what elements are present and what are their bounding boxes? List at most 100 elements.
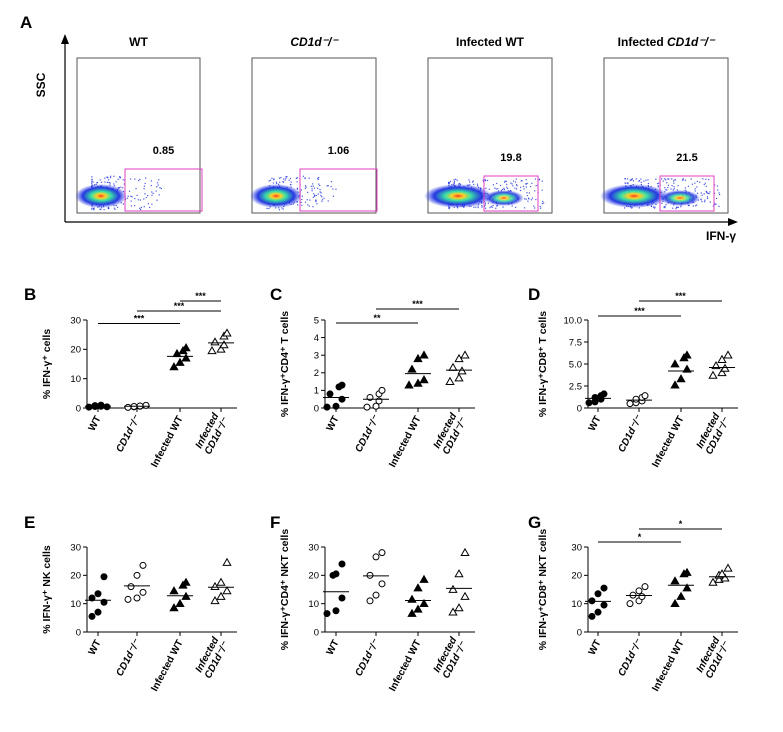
open-circle-marker	[372, 402, 380, 410]
significance-label: ***	[195, 291, 206, 301]
filled-circle-marker	[588, 612, 596, 620]
y-axis-label: % IFN-γ⁺CD8⁺ NKT cells	[537, 529, 549, 651]
y-tick-label: 30	[308, 542, 319, 553]
filled-triangle-marker	[413, 604, 423, 613]
open-circle-marker	[626, 600, 634, 608]
filled-circle-marker	[600, 601, 608, 609]
filled-circle-marker	[594, 590, 602, 598]
y-tick-label: 0	[577, 627, 582, 638]
flow-gate	[299, 168, 378, 212]
category-label: InfectedCD1d⁻/⁻	[193, 410, 232, 457]
flow-plot-1: WT 0.85	[75, 35, 203, 214]
filled-triangle-marker	[175, 598, 185, 608]
filled-triangle-marker	[407, 608, 417, 617]
filled-circle-marker	[594, 608, 602, 616]
open-triangle-marker	[723, 563, 733, 572]
flow-plot-title: CD1d⁻/⁻	[290, 35, 339, 49]
category-label: Infected WT	[149, 414, 185, 469]
category-label: WT	[325, 638, 342, 657]
filled-triangle-marker	[419, 375, 429, 384]
filled-triangle-marker	[169, 603, 179, 612]
filled-circle-marker	[338, 381, 346, 389]
filled-circle-marker	[326, 390, 334, 398]
open-triangle-marker	[717, 354, 727, 363]
category-label-text: CD1d⁻/⁻	[114, 637, 143, 679]
filled-triangle-marker	[682, 583, 692, 592]
filled-circle-marker	[585, 399, 593, 407]
open-circle-marker	[133, 594, 141, 602]
panel-letter: C	[270, 285, 282, 304]
significance-label: ***	[675, 291, 686, 301]
y-tick-label: 0	[577, 403, 582, 414]
y-axis-label: % IFN-γ⁺CD4⁺ T cells	[279, 311, 291, 417]
filled-triangle-marker	[670, 359, 680, 368]
category-label: WT	[87, 414, 104, 433]
filled-circle-marker	[97, 401, 105, 409]
open-circle-marker	[626, 400, 634, 408]
filled-circle-marker	[332, 570, 340, 578]
open-triangle-marker	[708, 577, 718, 586]
open-triangle-marker	[460, 547, 470, 557]
category-label-text: Infected WT	[650, 414, 686, 469]
flow-plot-title-text: WT	[129, 35, 148, 49]
category-label: CD1d⁻/⁻	[616, 637, 645, 679]
filled-triangle-marker	[682, 350, 692, 359]
open-triangle-marker	[216, 344, 226, 353]
open-triangle-marker	[711, 360, 721, 370]
category-label-text: WT	[587, 638, 604, 657]
filled-triangle-marker	[670, 598, 680, 608]
filled-triangle-marker	[169, 586, 179, 595]
category-label: WT	[87, 638, 104, 657]
category-label: Infected WT	[650, 638, 686, 693]
significance-label: *	[679, 519, 683, 529]
panel-a-flow-plots: A SSC IFN-γ WT 0.85 CD1d⁻/⁻ 1.06 Infected WT…	[20, 13, 738, 243]
panel-a-y-arrow-icon	[61, 34, 69, 44]
flow-plot-title: Infected WT	[456, 35, 525, 49]
filled-circle-marker	[600, 390, 608, 398]
category-label: WT	[325, 414, 342, 433]
category-label-text: WT	[325, 638, 342, 657]
y-tick-label: 20	[70, 571, 81, 582]
filled-circle-marker	[323, 403, 331, 411]
open-circle-marker	[378, 386, 386, 394]
y-tick-label: 10	[571, 599, 582, 610]
significance-label: *	[638, 532, 642, 542]
category-label: CD1d⁻/⁻	[114, 637, 143, 679]
open-triangle-marker	[445, 376, 455, 385]
filled-triangle-marker	[181, 353, 191, 362]
filled-circle-marker	[332, 402, 340, 410]
open-circle-marker	[372, 553, 380, 561]
filled-triangle-marker	[419, 574, 429, 583]
panel-letter: G	[528, 513, 541, 532]
y-tick-label: 2.5	[569, 381, 582, 392]
filled-triangle-marker	[181, 343, 191, 352]
panel-a-x-label: IFN-γ	[706, 229, 736, 243]
flow-plot-3: Infected WT 19.8	[424, 35, 553, 214]
open-triangle-marker	[207, 345, 217, 355]
category-label-text: Infected WT	[149, 638, 185, 693]
panel-letter: F	[270, 513, 280, 532]
significance-label: ***	[412, 299, 423, 309]
filled-circle-marker	[600, 584, 608, 592]
category-label: CD1d⁻/⁻	[114, 413, 143, 455]
y-tick-label: 5.0	[569, 359, 582, 370]
open-circle-marker	[142, 401, 150, 409]
filled-circle-marker	[103, 403, 111, 411]
open-circle-marker	[638, 593, 646, 601]
category-label: WT	[587, 638, 604, 657]
y-tick-label: 0	[76, 627, 81, 638]
category-label: Infected WT	[650, 414, 686, 469]
open-triangle-marker	[460, 591, 470, 600]
filled-circle-marker	[88, 594, 96, 602]
y-tick-label: 2	[314, 368, 319, 379]
y-tick-label: 10	[70, 599, 81, 610]
y-axis-label: % IFN-γ⁺CD4⁺ NKT cells	[279, 529, 291, 651]
open-triangle-marker	[216, 591, 226, 600]
open-circle-marker	[632, 395, 640, 403]
category-label-text: WT	[325, 414, 342, 433]
flow-density-core	[250, 184, 302, 208]
panel-letter: E	[24, 513, 35, 532]
flow-gate-percent: 0.85	[153, 145, 174, 157]
